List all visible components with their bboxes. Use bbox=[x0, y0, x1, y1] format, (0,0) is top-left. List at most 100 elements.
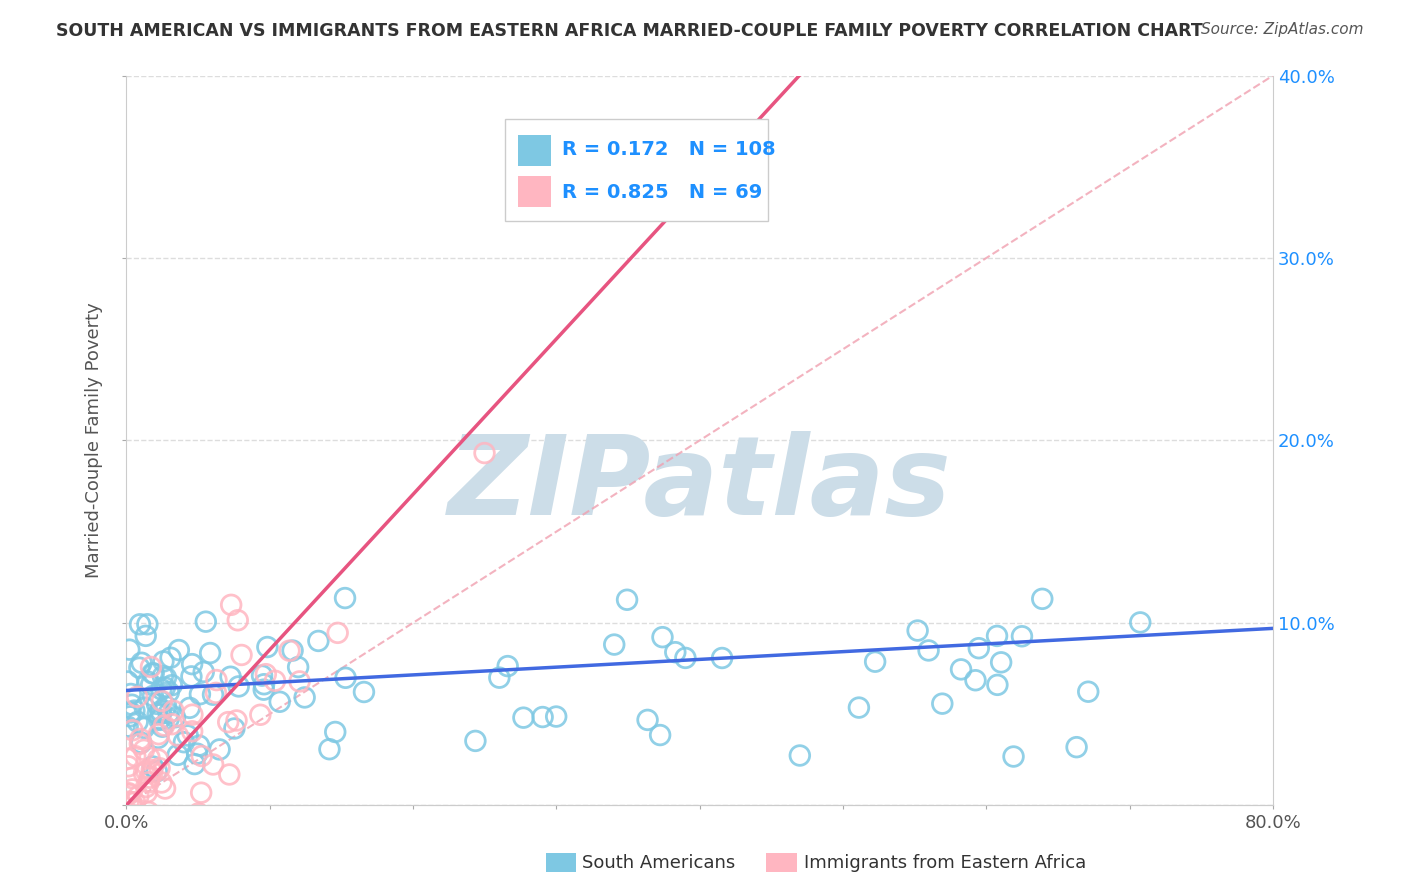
Point bbox=[249, 707, 271, 722]
Point bbox=[127, 690, 149, 704]
Point bbox=[149, 761, 172, 775]
Point bbox=[118, 787, 141, 801]
Point bbox=[118, 830, 141, 844]
FancyBboxPatch shape bbox=[519, 136, 551, 166]
Point bbox=[326, 625, 349, 640]
Point bbox=[120, 706, 142, 720]
Point bbox=[287, 660, 309, 674]
Point bbox=[474, 446, 496, 460]
Point bbox=[118, 642, 141, 657]
Point bbox=[142, 689, 165, 703]
Point bbox=[142, 666, 165, 681]
Point bbox=[149, 706, 172, 721]
Point bbox=[218, 767, 240, 781]
Point bbox=[205, 686, 228, 700]
Point bbox=[120, 795, 142, 809]
Point bbox=[160, 717, 183, 731]
Text: R = 0.172   N = 108: R = 0.172 N = 108 bbox=[562, 140, 776, 160]
Text: South Americans: South Americans bbox=[582, 854, 735, 871]
Point bbox=[153, 681, 176, 695]
Point bbox=[219, 598, 242, 612]
Point bbox=[202, 688, 225, 702]
Point bbox=[986, 678, 1008, 692]
Point bbox=[166, 747, 188, 762]
Point bbox=[990, 656, 1012, 670]
Point bbox=[193, 665, 215, 679]
Point bbox=[180, 669, 202, 683]
Point bbox=[664, 645, 686, 659]
Point bbox=[294, 690, 316, 705]
Point bbox=[152, 809, 174, 823]
Point bbox=[150, 682, 173, 697]
Point bbox=[121, 723, 143, 738]
Point bbox=[673, 651, 696, 665]
Point bbox=[128, 737, 150, 751]
Point bbox=[155, 699, 177, 714]
Point bbox=[157, 685, 180, 699]
Point bbox=[142, 759, 165, 773]
Point bbox=[1129, 615, 1152, 630]
Point bbox=[146, 752, 169, 766]
Point bbox=[179, 701, 201, 715]
Point bbox=[986, 629, 1008, 643]
Point bbox=[231, 648, 253, 662]
Point bbox=[135, 764, 157, 778]
Text: Immigrants from Eastern Africa: Immigrants from Eastern Africa bbox=[804, 854, 1087, 871]
Point bbox=[183, 757, 205, 772]
Point bbox=[318, 742, 340, 756]
Point bbox=[217, 715, 239, 730]
Point bbox=[117, 751, 139, 765]
Point bbox=[121, 698, 143, 712]
Point bbox=[121, 835, 143, 849]
Point bbox=[323, 725, 346, 739]
Point bbox=[179, 832, 201, 847]
Text: Source: ZipAtlas.com: Source: ZipAtlas.com bbox=[1201, 22, 1364, 37]
Point bbox=[651, 630, 673, 644]
Point bbox=[278, 643, 301, 657]
Point bbox=[121, 782, 143, 797]
Point bbox=[269, 695, 291, 709]
Point bbox=[253, 682, 276, 697]
Point bbox=[637, 713, 659, 727]
Point bbox=[157, 706, 180, 721]
Point bbox=[187, 806, 209, 821]
Point bbox=[603, 638, 626, 652]
Point bbox=[120, 835, 142, 849]
Text: ZIPatlas: ZIPatlas bbox=[447, 431, 952, 538]
Point bbox=[129, 617, 152, 632]
Point bbox=[335, 671, 357, 685]
Point bbox=[159, 650, 181, 665]
Point bbox=[965, 673, 987, 688]
Point bbox=[307, 634, 329, 648]
Point bbox=[711, 651, 734, 665]
Point bbox=[190, 786, 212, 800]
Point bbox=[488, 671, 510, 685]
Point bbox=[141, 763, 163, 777]
Point bbox=[616, 592, 638, 607]
Point bbox=[531, 710, 554, 724]
Point bbox=[121, 771, 143, 785]
Point bbox=[132, 766, 155, 780]
Point bbox=[124, 795, 146, 809]
Point bbox=[907, 624, 929, 638]
Y-axis label: Married-Couple Family Poverty: Married-Couple Family Poverty bbox=[86, 302, 103, 578]
Point bbox=[648, 728, 671, 742]
Point bbox=[124, 749, 146, 764]
Point bbox=[253, 677, 276, 691]
Point bbox=[1077, 684, 1099, 698]
Text: R = 0.825   N = 69: R = 0.825 N = 69 bbox=[562, 183, 762, 202]
Point bbox=[190, 749, 212, 764]
Point bbox=[153, 718, 176, 732]
Point bbox=[135, 780, 157, 794]
Point bbox=[863, 655, 886, 669]
Point bbox=[176, 729, 198, 743]
FancyBboxPatch shape bbox=[519, 177, 551, 207]
Point bbox=[136, 617, 159, 632]
Point bbox=[148, 713, 170, 727]
Point bbox=[131, 656, 153, 670]
Point bbox=[1011, 629, 1033, 643]
Point bbox=[149, 704, 172, 718]
Point bbox=[150, 720, 173, 734]
Point bbox=[146, 731, 169, 745]
Point bbox=[226, 613, 249, 627]
